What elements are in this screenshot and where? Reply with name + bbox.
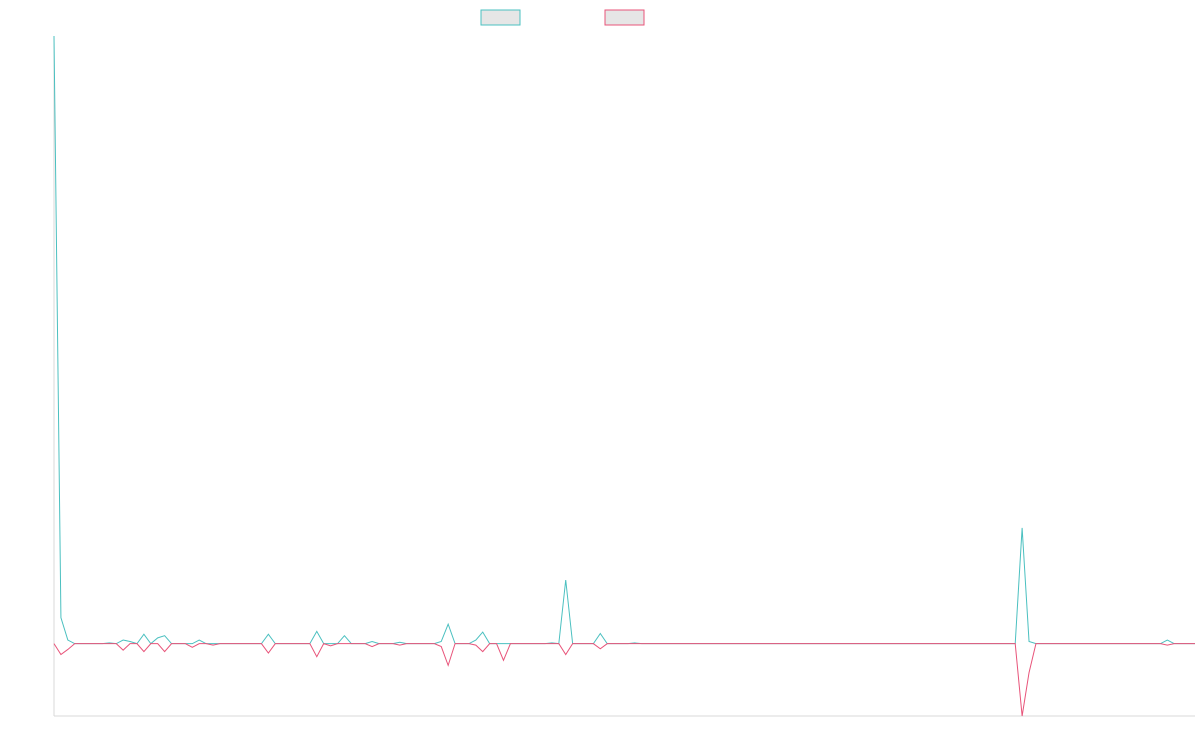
legend[interactable] bbox=[480, 9, 645, 26]
legend-swatch-series-2[interactable] bbox=[604, 9, 645, 26]
series-line-1 bbox=[53, 35, 1195, 645]
legend-swatch-series-1[interactable] bbox=[480, 9, 521, 26]
axes bbox=[53, 36, 1195, 717]
plot-area bbox=[53, 35, 1195, 717]
series-line-2 bbox=[53, 643, 1195, 717]
